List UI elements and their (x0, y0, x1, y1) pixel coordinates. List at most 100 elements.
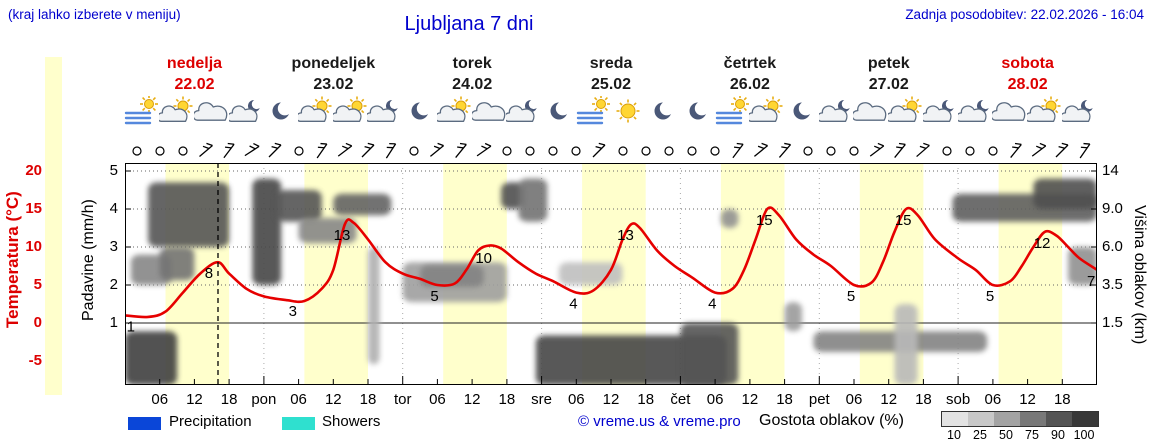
density-step-value: 25 (973, 428, 987, 442)
time-axis-label: 12 (602, 391, 620, 408)
axis-tick-label: 4 (109, 200, 118, 217)
page-title: Ljubljana 7 dni (404, 13, 534, 35)
axis-tick-label: 0 (33, 314, 42, 331)
svg-text:13: 13 (617, 227, 634, 244)
wind-calm-icon (519, 140, 541, 167)
svg-text:15: 15 (756, 212, 773, 229)
wind-calm-icon (820, 140, 842, 167)
wind-barb-icon (450, 140, 472, 167)
axis-tick-label: 1 (109, 314, 118, 331)
time-axis-label: 12 (1019, 391, 1036, 408)
wind-calm-icon (172, 140, 194, 167)
temp-value-labels: 1 8 3 13 5 10 4 13 4 15 5 15 5 12 7 (127, 212, 1096, 335)
density-step-value: 90 (1051, 428, 1065, 442)
svg-text:4: 4 (708, 296, 716, 313)
cloud-density-scale (941, 411, 1099, 427)
cloud-icon (192, 96, 230, 131)
time-axis-label: 18 (637, 391, 655, 408)
axis-tick-label: 9.0 (1102, 200, 1123, 217)
svg-text:15: 15 (895, 212, 912, 229)
svg-text:8: 8 (205, 265, 213, 282)
wind-barb-icon (774, 140, 796, 167)
density-step (1046, 412, 1072, 426)
time-axis-label: 18 (1053, 391, 1071, 408)
time-axis-label: 06 (845, 391, 863, 408)
time-axis-label: 18 (776, 391, 793, 408)
axis-tick-label: 5 (109, 162, 118, 179)
axis-tick-label: 3 (109, 238, 118, 255)
svg-text:10: 10 (475, 250, 492, 267)
density-step (1020, 412, 1046, 426)
wind-calm-icon (658, 140, 680, 167)
time-axis-label: tor (393, 391, 412, 408)
precipitation-swatch (128, 417, 161, 430)
time-axis-label: čet (670, 391, 691, 408)
fog-sun-icon (124, 95, 160, 131)
axis-tick-label: 3.5 (1102, 276, 1123, 293)
wind-barb-icon (727, 140, 749, 167)
time-axis-label: 06 (567, 391, 585, 408)
time-axis-label: 12 (741, 391, 759, 408)
moon-icon (784, 96, 820, 131)
density-step-value: 10 (947, 428, 961, 442)
density-step-value: 100 (1073, 428, 1095, 442)
wind-barb-icon (264, 140, 286, 167)
time-axis-label: 06 (429, 391, 446, 408)
density-step (942, 412, 968, 426)
axis-tick-label: 14 (1102, 162, 1119, 179)
svg-text:7: 7 (1087, 273, 1095, 290)
time-axis-label: 18 (220, 391, 238, 408)
svg-text:5: 5 (986, 288, 994, 305)
day-header-4: sreda 25.02 (589, 55, 633, 93)
moon-cloud-icon (365, 96, 403, 131)
axis-tick-label: 6.0 (1102, 238, 1123, 255)
credit-link[interactable]: © vreme.us & vreme.pro (578, 413, 741, 430)
last-update-text: Zadnja posodobitev: 22.02.2026 - 16:04 (905, 7, 1144, 22)
time-axis-label: 18 (498, 391, 516, 408)
cloud-layer (125, 178, 1097, 385)
showers-legend-label: Showers (322, 413, 381, 430)
svg-text:12: 12 (1034, 235, 1051, 252)
density-step (994, 412, 1020, 426)
wind-barb-icon (750, 140, 772, 167)
axis-tick-label: 5 (33, 276, 42, 293)
svg-text:3: 3 (289, 303, 297, 320)
day-header-2: ponedeljek 23.02 (291, 55, 376, 93)
wind-barb-icon (426, 140, 448, 167)
density-step-value: 75 (1025, 428, 1039, 442)
wind-barb-icon (588, 140, 610, 167)
fog-sun-icon (576, 95, 612, 131)
meteogram-plot: 1 8 3 13 5 10 4 13 4 15 5 15 5 12 7 (125, 163, 1097, 385)
cloud-density-values: 10 25 50 75 90 100 (941, 428, 1097, 442)
precipitation-legend-label: Precipitation (169, 413, 252, 430)
wind-barb-icon (1028, 140, 1050, 167)
time-axis-label: 06 (984, 391, 1002, 408)
time-axis-label: 18 (359, 391, 377, 408)
moon-icon (263, 96, 299, 131)
wind-calm-icon (612, 140, 634, 167)
svg-text:1: 1 (127, 318, 135, 335)
moon-cloud-icon (816, 96, 855, 131)
day-header-row: nedelja 22.02 ponedeljek 23.02 torek 24.02 sre… (0, 53, 1152, 97)
wind-calm-icon (704, 140, 726, 167)
time-axis-label: 12 (324, 391, 342, 408)
wind-calm-icon (542, 140, 564, 167)
moon-cloud-icon (504, 96, 542, 131)
sun-cloud-icon (747, 96, 785, 131)
sun-cloud-icon (295, 96, 334, 131)
wind-barb-icon (195, 140, 217, 167)
wind-barb-icon (1005, 140, 1027, 167)
wind-barb-icon (218, 140, 240, 167)
density-step (968, 412, 994, 426)
wind-calm-icon (635, 140, 657, 167)
axis-tick-label: 2 (109, 276, 118, 293)
axis-tick-label: 20 (25, 162, 42, 179)
time-axis-label: 06 (151, 391, 169, 408)
time-axis-label: sre (531, 391, 552, 408)
axis-tick-label: -5 (28, 352, 42, 369)
cloud-icon (990, 96, 1028, 131)
day-header-5: četrtek 26.02 (723, 55, 777, 93)
moon-cloud-icon (1059, 96, 1098, 131)
wind-calm-icon (959, 140, 981, 167)
